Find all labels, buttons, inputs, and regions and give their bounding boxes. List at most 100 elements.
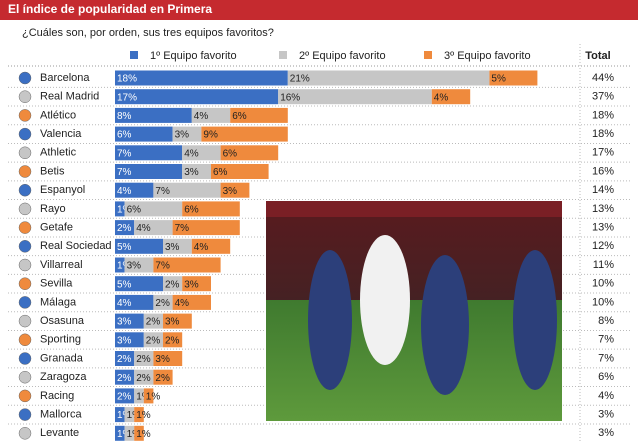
segment-label: 6% — [232, 111, 247, 122]
bar-segment — [172, 294, 211, 310]
bar-segment — [134, 425, 144, 441]
bar-segment — [191, 238, 231, 254]
bar-segment — [489, 70, 538, 86]
legend-label: 2º Equipo favorito — [299, 50, 386, 62]
segment-label: 5% — [491, 74, 506, 85]
segment-label: 5% — [117, 279, 132, 290]
segment-label: 2% — [117, 223, 132, 234]
team-badge — [18, 333, 32, 347]
bar-segment — [182, 164, 211, 179]
segment-label: 4% — [136, 223, 151, 234]
segment-label: 9% — [203, 130, 218, 141]
chart-title: El índice de popularidad en Primera — [8, 2, 212, 16]
segment-label: 4% — [175, 298, 190, 309]
total-label: 14% — [592, 184, 614, 196]
segment-label: 6% — [213, 167, 228, 178]
segment-label: 2% — [155, 373, 170, 384]
bar-segment — [115, 425, 125, 441]
bar-segment — [172, 126, 202, 142]
bar-segment — [182, 201, 240, 217]
bar-segment — [134, 220, 173, 236]
legend-swatch — [130, 51, 138, 59]
team-badge — [18, 370, 32, 384]
bar-segment — [163, 313, 192, 329]
team-badge — [18, 258, 32, 272]
total-label: 13% — [592, 203, 614, 215]
segment-label: 1% — [117, 261, 132, 272]
team-badge — [18, 408, 32, 421]
header-bar — [0, 0, 638, 20]
bar-segment — [115, 182, 154, 198]
team-name: Espanyol — [40, 184, 85, 196]
bar-segment — [115, 238, 163, 254]
segment-label: 2% — [136, 354, 151, 365]
bar-segment — [191, 107, 231, 123]
segment-label: 1% — [117, 410, 132, 421]
segment-label: 2% — [117, 392, 132, 403]
team-badge — [18, 389, 32, 403]
bar-segment — [115, 201, 125, 217]
segment-label: 3% — [165, 242, 180, 253]
segment-label: 3% — [223, 186, 238, 197]
bar-segment — [143, 313, 163, 329]
bar-segment — [115, 145, 183, 161]
segment-label: 2% — [117, 354, 132, 365]
bar-segment — [143, 332, 163, 348]
bar-segment — [115, 313, 144, 329]
bar-segment — [153, 294, 173, 310]
segment-label: 3% — [127, 261, 142, 272]
total-label: 8% — [598, 315, 614, 327]
team-badge — [18, 109, 32, 122]
legend-label: 1º Equipo favorito — [150, 50, 237, 62]
total-label: 10% — [592, 296, 614, 308]
bar-segment — [134, 369, 154, 385]
segment-label: 4% — [194, 242, 209, 253]
segment-label: 7% — [155, 186, 170, 197]
team-badge — [18, 202, 32, 216]
bar-segment — [115, 164, 183, 179]
bar-segment — [287, 70, 490, 86]
segment-label: 1% — [136, 410, 151, 421]
segment-label: 7% — [155, 261, 170, 272]
total-label: 17% — [592, 147, 614, 159]
total-label: 18% — [592, 128, 614, 140]
bar-segment — [278, 89, 432, 105]
bar-segment — [220, 182, 250, 198]
team-name: Málaga — [40, 296, 77, 308]
bar-segment — [143, 388, 154, 404]
team-name: Racing — [40, 390, 74, 402]
segment-label: 1% — [127, 429, 142, 440]
bar-segment — [124, 425, 135, 441]
segment-label: 6% — [117, 130, 132, 141]
bar-segment — [182, 145, 221, 161]
total-label: 13% — [592, 222, 614, 234]
segment-label: 7% — [175, 223, 190, 234]
bar-segment — [115, 388, 135, 404]
team-name: Real Sociedad — [40, 240, 112, 252]
bar-segment — [163, 276, 183, 292]
segment-label: 5% — [117, 242, 132, 253]
segment-label: 2% — [146, 317, 161, 328]
segment-label: 18% — [117, 74, 137, 85]
team-name: Zaragoza — [40, 371, 87, 383]
bar-segment — [115, 351, 135, 366]
segment-label: 2% — [165, 279, 180, 290]
segment-label: 2% — [155, 298, 170, 309]
bar-segment — [115, 276, 163, 292]
bar-segment — [134, 407, 144, 423]
bar-segment — [211, 164, 269, 179]
legend-swatch — [279, 51, 287, 59]
team-name: Barcelona — [40, 72, 90, 84]
segment-label: 6% — [127, 205, 142, 216]
total-header: Total — [585, 50, 610, 62]
bar-segment — [124, 201, 183, 217]
segment-label: 3% — [184, 279, 199, 290]
segment-label: 1% — [146, 392, 161, 403]
segment-label: 3% — [117, 335, 132, 346]
legend-swatch — [424, 51, 432, 59]
team-badge — [18, 165, 32, 178]
segment-label: 4% — [117, 298, 132, 309]
total-label: 3% — [598, 409, 614, 421]
bar-segment — [134, 388, 144, 404]
bar-segment — [182, 276, 211, 292]
